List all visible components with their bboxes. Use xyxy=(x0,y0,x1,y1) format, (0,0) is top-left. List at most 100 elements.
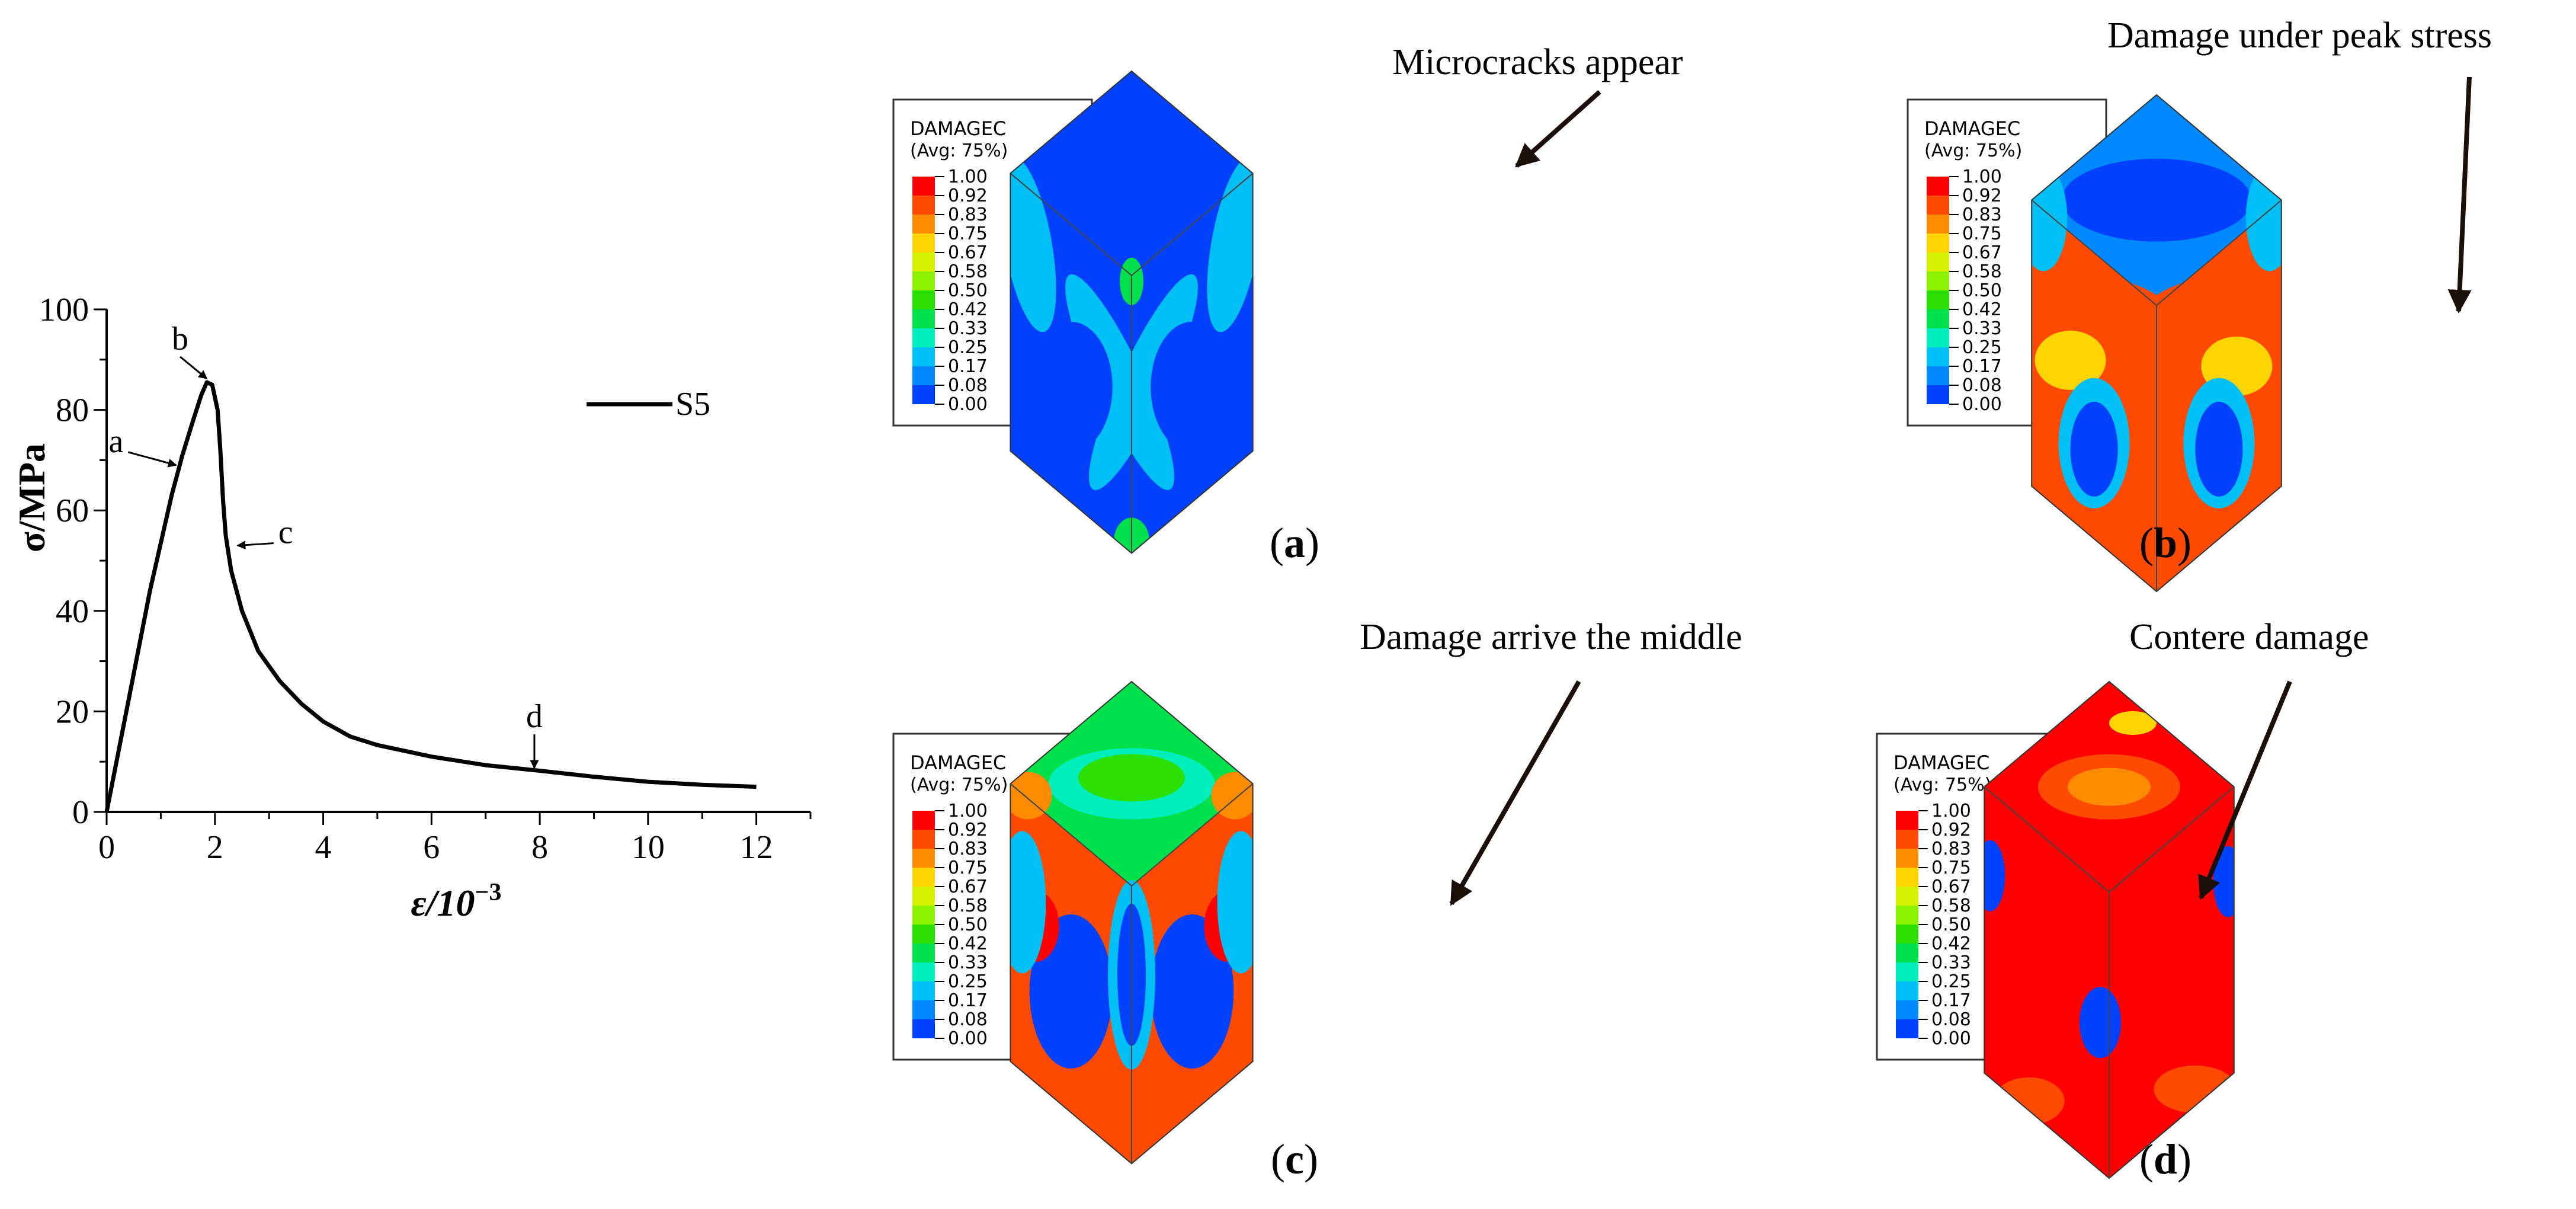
panel-annotation: Damage arrive the middle xyxy=(1360,617,1742,657)
x-tick-label: 10 xyxy=(632,829,665,866)
contour-swatch xyxy=(1927,347,1949,366)
contour-region xyxy=(1217,831,1253,974)
contour-level-label: 0.08 xyxy=(948,375,988,396)
contour-swatch xyxy=(1927,271,1949,290)
contour-level-label: 1.00 xyxy=(948,167,988,187)
contour-swatch xyxy=(1927,234,1949,252)
contour-level-label: 0.33 xyxy=(948,952,988,973)
contour-swatch xyxy=(912,1019,935,1038)
contour-region xyxy=(1029,321,1113,452)
contour-swatch xyxy=(912,328,935,347)
chart-series xyxy=(104,380,757,813)
contour-avg: (Avg: 75%) xyxy=(1924,140,2022,161)
x-axis-label: ε/10−3 xyxy=(411,879,502,924)
contour-level-label: 0.00 xyxy=(1931,1028,1971,1049)
contour-level-label: 0.75 xyxy=(1931,858,1971,878)
contour-level-label: 0.67 xyxy=(1962,242,2002,263)
contour-swatch xyxy=(912,252,935,271)
contour-level-label: 0.17 xyxy=(948,990,988,1011)
contour-level-label: 0.17 xyxy=(1931,990,1971,1011)
panel-caption: (a) xyxy=(1270,519,1319,567)
panel-annotation: Contere damage xyxy=(2129,617,2369,657)
contour-level-label: 0.67 xyxy=(948,877,988,897)
y-tick-label: 100 xyxy=(39,292,89,328)
y-tick-labels: 0 20 40 60 80 100 xyxy=(39,292,89,831)
point-label-c: c xyxy=(278,514,293,551)
contour-avg: (Avg: 75%) xyxy=(910,775,1008,795)
damage-cube-c xyxy=(1010,680,1254,1165)
contour-level-label: 0.83 xyxy=(948,839,988,859)
contour-swatch xyxy=(912,177,935,196)
contour-region xyxy=(1010,831,1046,974)
contour-swatch xyxy=(1896,811,1918,830)
contour-swatch xyxy=(1896,981,1918,1000)
y-tick-label: 40 xyxy=(56,593,89,630)
contour-region xyxy=(2034,330,2106,390)
contour-level-label: 0.08 xyxy=(948,1009,988,1030)
contour-swatch xyxy=(1896,1019,1918,1038)
chart-axes xyxy=(94,308,812,825)
contour-swatch xyxy=(1896,943,1918,962)
point-arrow-a xyxy=(127,451,177,468)
fe-panel-d: DAMAGEC(Avg: 75%)1.000.920.830.750.670.5… xyxy=(1876,617,2369,1183)
contour-swatch xyxy=(912,868,935,887)
contour-swatch xyxy=(912,196,935,215)
contour-swatch xyxy=(1896,962,1918,981)
contour-swatch xyxy=(1896,830,1918,849)
contour-swatch xyxy=(912,215,935,234)
y-tick-label: 80 xyxy=(56,392,89,429)
x-tick-label: 4 xyxy=(315,829,332,866)
contour-level-label: 0.92 xyxy=(1931,820,1971,840)
contour-region xyxy=(2195,401,2243,497)
contour-level-label: 0.42 xyxy=(1962,299,2002,320)
damage-cube-a xyxy=(1010,70,1254,554)
contour-swatch xyxy=(912,234,935,252)
x-tick-labels: 0 2 4 6 8 10 12 xyxy=(98,829,773,866)
contour-region xyxy=(1010,772,1052,820)
fe-panel-b: DAMAGEC(Avg: 75%)1.000.920.830.750.670.5… xyxy=(1907,15,2492,593)
y-tick-label: 60 xyxy=(56,492,89,529)
contour-swatch xyxy=(912,887,935,906)
contour-swatch xyxy=(912,906,935,925)
contour-level-label: 0.00 xyxy=(948,394,988,415)
legend: S5 xyxy=(587,386,710,423)
contour-level-label: 0.75 xyxy=(948,223,988,244)
contour-region xyxy=(2070,401,2118,497)
contour-avg: (Avg: 75%) xyxy=(1893,775,1991,795)
contour-level-label: 0.08 xyxy=(1962,375,2002,396)
contour-swatch xyxy=(1927,366,1949,385)
point-arrow-c xyxy=(236,540,274,550)
y-tick-label: 20 xyxy=(56,693,89,730)
contour-region xyxy=(1993,1077,2065,1125)
annotation-arrow xyxy=(1515,90,1601,168)
point-label-b: b xyxy=(172,321,188,357)
contour-region xyxy=(2068,767,2151,806)
contour-region xyxy=(2062,158,2251,242)
contour-level-label: 0.42 xyxy=(948,299,988,320)
contour-region xyxy=(1211,772,1253,820)
contour-swatch xyxy=(912,981,935,1000)
x-tick-label: 8 xyxy=(531,829,548,866)
panel-caption: (c) xyxy=(1271,1136,1318,1183)
contour-swatch xyxy=(912,366,935,385)
contour-level-label: 1.00 xyxy=(1962,167,2002,187)
contour-level-label: 0.33 xyxy=(1931,952,1971,973)
contour-swatch xyxy=(912,925,935,943)
contour-swatch xyxy=(1927,290,1949,309)
panel-annotation: Microcracks appear xyxy=(1392,42,1683,82)
point-arrow-b xyxy=(180,356,208,380)
contour-region xyxy=(1078,754,1185,802)
y-tick-label: 0 xyxy=(72,794,89,831)
contour-region xyxy=(1207,156,1253,332)
contour-level-label: 1.00 xyxy=(1931,801,1971,821)
contour-level-label: 0.83 xyxy=(1931,839,1971,859)
contour-level-label: 0.50 xyxy=(948,280,988,301)
x-tick-label: 12 xyxy=(740,829,773,866)
contour-avg: (Avg: 75%) xyxy=(910,140,1008,161)
annotation-arrow xyxy=(1449,680,1581,906)
contour-swatch xyxy=(912,347,935,366)
contour-level-label: 0.92 xyxy=(948,820,988,840)
contour-swatch xyxy=(912,290,935,309)
contour-region xyxy=(1010,156,1056,332)
contour-level-label: 0.25 xyxy=(948,337,988,358)
